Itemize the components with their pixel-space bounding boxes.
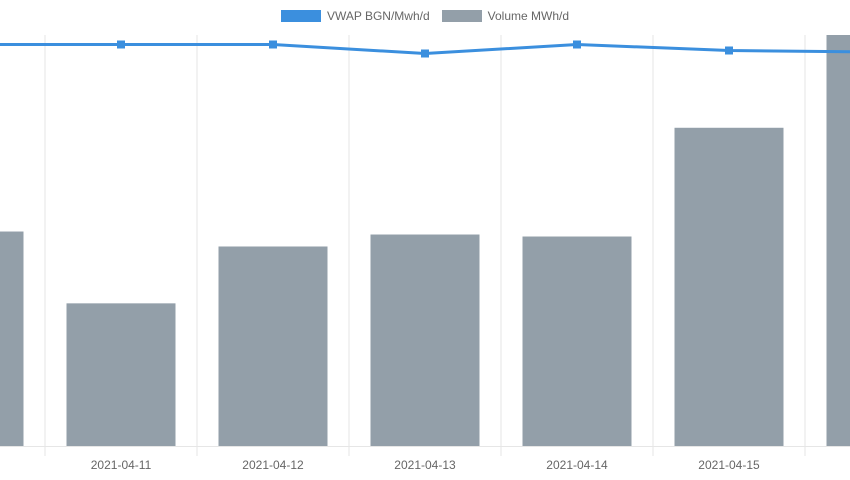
- volume-bar: [66, 303, 176, 446]
- legend-swatch-volume: [441, 10, 482, 22]
- volume-bars: [0, 35, 850, 447]
- vwap-line: [0, 40, 850, 58]
- vwap-point: [117, 40, 125, 49]
- vwap-point: [725, 46, 733, 55]
- volume-bar: [674, 127, 784, 447]
- x-tick-label: 2021-04-13: [394, 458, 456, 472]
- x-axis-ticks: 2021-04-102021-04-112021-04-122021-04-13…: [0, 458, 760, 472]
- grid-lines: [0, 35, 850, 456]
- legend-item-volume[interactable]: Volume MWh/d: [441, 9, 570, 23]
- chart-legend: VWAP BGN/Mwh/d Volume MWh/d: [0, 6, 850, 26]
- legend-label-vwap: VWAP BGN/Mwh/d: [326, 9, 430, 23]
- volume-bar: [218, 246, 328, 446]
- vwap-point: [573, 40, 581, 49]
- legend-swatch-vwap: [280, 10, 321, 22]
- vwap-point: [421, 49, 429, 58]
- x-tick-label: 2021-04-15: [698, 458, 760, 472]
- volume-bar: [522, 236, 632, 446]
- legend-label-volume: Volume MWh/d: [487, 9, 570, 23]
- volume-bar: [826, 35, 850, 446]
- legend-item-vwap[interactable]: VWAP BGN/Mwh/d: [280, 9, 430, 23]
- x-tick-label: 2021-04-12: [242, 458, 304, 472]
- volume-bar: [0, 231, 24, 446]
- x-tick-label: 2021-04-14: [546, 458, 608, 472]
- volume-bar: [370, 234, 480, 446]
- vwap-point: [269, 40, 277, 49]
- x-tick-label: 2021-04-11: [91, 458, 152, 472]
